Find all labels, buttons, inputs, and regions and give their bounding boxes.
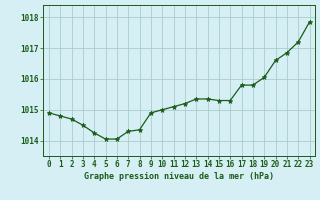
X-axis label: Graphe pression niveau de la mer (hPa): Graphe pression niveau de la mer (hPa) <box>84 172 274 181</box>
